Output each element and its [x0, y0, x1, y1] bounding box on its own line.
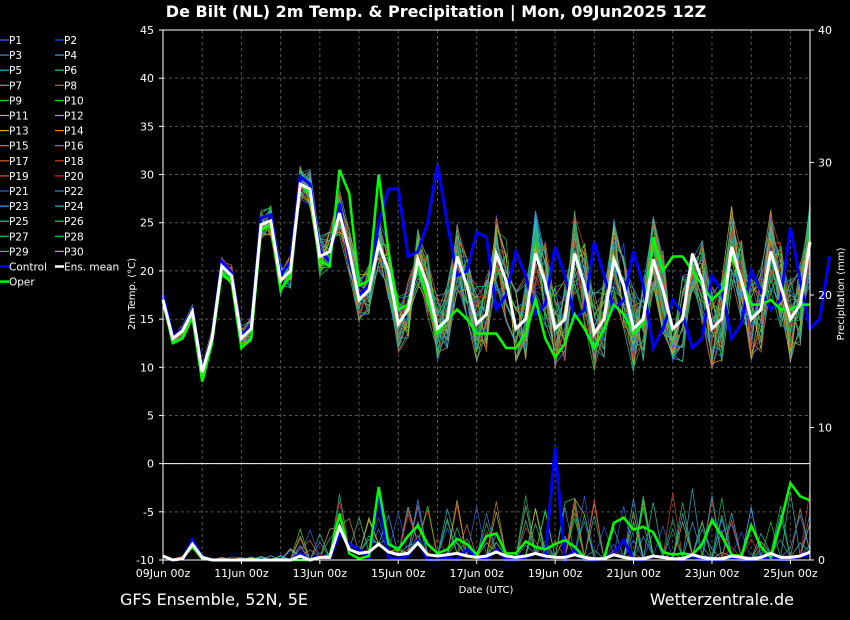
- legend-label-p29: P29: [9, 246, 29, 258]
- legend-label-p14: P14: [64, 126, 84, 138]
- legend-label-p22: P22: [64, 186, 84, 198]
- legend-label-p30: P30: [64, 246, 84, 258]
- legend-label-p15: P15: [9, 141, 29, 153]
- y-tick-label: 15: [140, 313, 154, 326]
- y2-tick-label: 0: [818, 554, 825, 567]
- y2-tick-label: 30: [818, 157, 832, 170]
- legend-label-p5: P5: [9, 65, 22, 77]
- legend-label-p7: P7: [9, 80, 22, 92]
- legend-label-p8: P8: [64, 80, 77, 92]
- y-tick-label: 10: [140, 361, 154, 374]
- y-tick-label: 35: [140, 120, 154, 133]
- legend-label-p6: P6: [64, 65, 77, 77]
- legend-label-ens-mean: Ens. mean: [64, 262, 119, 274]
- legend-label-p16: P16: [64, 141, 84, 153]
- x-axis-label: Date (UTC): [459, 585, 514, 596]
- member-temp-line-p10: [162, 178, 811, 379]
- legend-label-p3: P3: [9, 50, 22, 62]
- legend-label-p20: P20: [64, 171, 84, 183]
- y-tick-label: 40: [140, 72, 154, 85]
- x-tick-label: 17Jun 00z: [449, 567, 504, 580]
- y-tick-label: 45: [140, 24, 154, 37]
- legend-label-p10: P10: [64, 95, 84, 107]
- legend-label-p23: P23: [9, 201, 29, 213]
- x-tick-label: 15Jun 00z: [371, 567, 426, 580]
- legend-label-control: Control: [9, 262, 47, 274]
- x-tick-label: 23Jun 00z: [685, 567, 740, 580]
- legend-label-p2: P2: [64, 35, 77, 47]
- x-tick-label: 13Jun 00z: [293, 567, 348, 580]
- legend-label-p1: P1: [9, 35, 22, 47]
- y-tick-label: 20: [140, 265, 154, 278]
- legend-label-p4: P4: [64, 50, 77, 62]
- y-axis-label: 2m Temp. (°C): [127, 258, 138, 330]
- chart-title: De Bilt (NL) 2m Temp. & Precipitation | …: [166, 2, 706, 22]
- y-tick-label: 0: [147, 458, 154, 471]
- legend-label-p27: P27: [9, 231, 29, 243]
- legend-label-p25: P25: [9, 216, 29, 228]
- legend-label-p24: P24: [64, 201, 84, 213]
- y-tick-label: 25: [140, 217, 154, 230]
- x-tick-label: 09Jun 00z: [136, 567, 191, 580]
- legend-label-p12: P12: [64, 111, 84, 123]
- y2-tick-label: 40: [818, 24, 832, 37]
- legend-label-p13: P13: [9, 126, 29, 138]
- legend-label-p21: P21: [9, 186, 29, 198]
- y-tick-label: -10: [136, 554, 154, 567]
- ens-mean-temp-line: [161, 181, 812, 373]
- legend-label-p26: P26: [64, 216, 84, 228]
- legend-label-p17: P17: [9, 156, 29, 168]
- x-tick-label: 19Jun 00z: [528, 567, 583, 580]
- legend-label-p9: P9: [9, 95, 22, 107]
- legend-label-p18: P18: [64, 156, 84, 168]
- legend-label-p11: P11: [9, 111, 29, 123]
- legend-label-p28: P28: [64, 231, 84, 243]
- x-tick-label: 25Jun 00z: [763, 567, 818, 580]
- y2-tick-label: 20: [818, 289, 832, 302]
- x-tick-label: 21Jun 00z: [606, 567, 661, 580]
- legend-label-p19: P19: [9, 171, 29, 183]
- y-tick-label: -5: [143, 506, 154, 519]
- y2-axis-label: Precipitation (mm): [836, 247, 847, 340]
- legend-label-oper: Oper: [9, 277, 35, 289]
- footer-site-name: Wetterzentrale.de: [650, 590, 794, 609]
- y-tick-label: 30: [140, 169, 154, 182]
- y-tick-label: 5: [147, 409, 154, 422]
- footer-model-info: GFS Ensemble, 52N, 5E: [120, 590, 308, 609]
- y2-tick-label: 10: [818, 422, 832, 435]
- legend: P1 P2 P3 P4 P5 P6 P7 P8 P9 P10 P11 P12 P13 P14 P15 P16 P…: [0, 35, 119, 289]
- x-tick-label: 11Jun 00z: [214, 567, 269, 580]
- axes: -10 -5 0 5 10 15 20 25 30 35 40 45 0 10 20 30 40 09Jun 00…: [136, 24, 832, 580]
